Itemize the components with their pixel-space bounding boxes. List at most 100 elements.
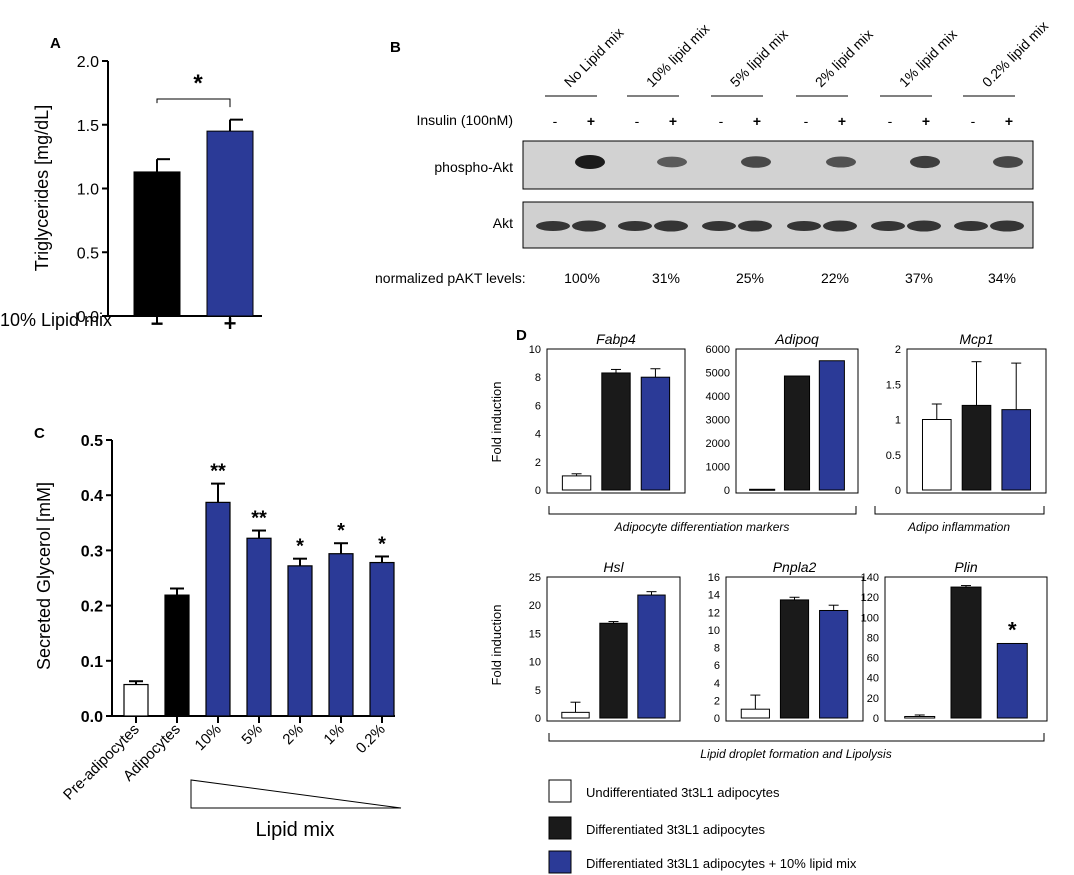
panel-d-bar: [740, 708, 770, 719]
insulin-minus: -: [888, 113, 893, 129]
normalized-value: 22%: [821, 270, 849, 286]
phospho-akt-band: [741, 156, 771, 168]
legend-label-differentiated: Differentiated 3t3L1 adipocytes: [586, 822, 765, 837]
panel-c-xlabel: Lipid mix: [256, 819, 335, 841]
akt-band: [738, 220, 772, 232]
akt-band: [823, 220, 857, 232]
panel-c-ytick-label: 0.1: [81, 654, 103, 671]
condition-label: 10% lipid mix: [643, 20, 713, 90]
panel-d-ytick-label: 6: [535, 400, 541, 412]
panel-c-category-label: 5%: [238, 721, 265, 748]
akt-band: [954, 221, 988, 231]
panel-d-ytick-label: 6000: [706, 344, 730, 356]
panel-d-subplot-frame: [546, 348, 686, 494]
group-lipid-droplet-label: Lipid droplet formation and Lipolysis: [700, 747, 891, 761]
phospho-akt-band: [657, 156, 687, 168]
panel-d-ytick-label: 12: [708, 607, 720, 619]
panel-d-ytick-label: 10: [529, 344, 541, 356]
panel-d-ytick-label: 100: [861, 612, 879, 624]
panel-a-ylabel: Triglycerides [mg/dL]: [32, 105, 52, 271]
phospho-akt-label: phospho-Akt: [434, 159, 513, 175]
akt-band: [907, 220, 941, 232]
condition-label: 0.2% lipid mix: [979, 18, 1051, 90]
panel-a-label: A: [50, 35, 61, 52]
panel-d-ytick-label: 10: [708, 625, 720, 637]
panel-d-bar: [818, 360, 845, 491]
insulin-plus: +: [669, 113, 677, 129]
panel-d-subplot-title: Plin: [954, 559, 978, 575]
panel-d-ytick-label: 8: [535, 372, 541, 384]
panel-d-ytick-label: 80: [867, 632, 879, 644]
panel-d-bar: [1001, 409, 1032, 491]
panel-c-significance: *: [337, 520, 345, 542]
panel-d-ytick-label: 0: [895, 485, 901, 497]
panel-d-subplot-frame: [906, 348, 1047, 494]
panel-a-ytick-label: 1.0: [77, 182, 99, 199]
phospho-akt-band: [826, 156, 856, 168]
panel-c-bar: [287, 565, 313, 717]
panel-d-ytick-label: 0: [535, 713, 541, 725]
panel-d-ytick-label: 2: [535, 457, 541, 469]
legend-label-lipid-mix: Differentiated 3t3L1 adipocytes + 10% li…: [586, 856, 857, 871]
panel-d-ytick-label: 1000: [706, 462, 730, 474]
panel-d-subplot-frame: [884, 576, 1048, 722]
panel-d-subplot-frame: [546, 576, 681, 722]
panel-a-bar: [133, 171, 181, 317]
condition-label: 2% lipid mix: [812, 26, 876, 90]
panel-d-ytick-label: 20: [529, 600, 541, 612]
panel-a-significance-bracket: [156, 98, 231, 108]
panel-a-bar: [206, 130, 254, 317]
akt-band: [990, 220, 1024, 232]
panel-d-ytick-label: 25: [529, 572, 541, 584]
panel-a-ytick-label: 2.0: [77, 54, 99, 71]
panel-c-significance: *: [378, 533, 386, 555]
panel-d-ytick-label: 16: [708, 572, 720, 584]
panel-a-ytick-label: 0.0: [77, 309, 99, 326]
panel-c-ytick-label: 0.4: [81, 488, 103, 505]
panel-c-category-label: 2%: [279, 721, 306, 748]
panel-d-ytick-label: 1.5: [886, 379, 901, 391]
panel-d-ytick-label: 40: [867, 673, 879, 685]
panel-a-bars: [133, 98, 254, 317]
panel-d-ytick-label: 0: [873, 713, 879, 725]
panel-c-bars: *******: [123, 461, 395, 717]
panel-d-ytick-label: 60: [867, 653, 879, 665]
panel-d-ytick-label: 15: [529, 628, 541, 640]
panel-d-bar: [961, 404, 992, 491]
panel-d-bar: [561, 711, 590, 719]
akt-band: [654, 220, 688, 232]
panel-d-bar: [921, 419, 952, 491]
panel-d-ytick-label: 4: [714, 678, 720, 690]
insulin-plus: +: [922, 113, 930, 129]
panel-a-category-label: −: [151, 311, 164, 336]
panel-b-label: B: [390, 39, 401, 56]
insulin-plus: +: [753, 113, 761, 129]
bracket-differentiation: [548, 506, 857, 515]
akt-band: [787, 221, 821, 231]
panel-d-ytick-label: 0.5: [886, 450, 901, 462]
panel-d-ytick-label: 0: [714, 713, 720, 725]
panel-d-subplots: Fabp40246810Adipoq0100020003000400050006…: [529, 331, 1048, 725]
panel-c-label: C: [34, 425, 45, 442]
akt-band: [572, 220, 606, 232]
panel-d-bar: [599, 622, 628, 719]
panel-d-bar: [819, 609, 849, 719]
panel-d-ytick-label: 140: [861, 572, 879, 584]
legend-label-undifferentiated: Undifferentiated 3t3L1 adipocytes: [586, 785, 780, 800]
panel-a-ytick-label: 0.5: [77, 245, 99, 262]
insulin-plus: +: [587, 113, 595, 129]
panel-d-legend: Undifferentiated 3t3L1 adipocytes Differ…: [548, 779, 857, 874]
panel-c-significance: **: [251, 508, 267, 530]
panel-c-ytick-label: 0.2: [81, 599, 103, 616]
panel-d-ylabel-bottom: Fold induction: [489, 605, 504, 686]
insulin-minus: -: [635, 113, 640, 129]
insulin-minus: -: [971, 113, 976, 129]
normalized-value: 31%: [652, 270, 680, 286]
phospho-akt-blot: [522, 140, 1034, 190]
bracket-inflammation: [874, 506, 1045, 515]
condition-label: 5% lipid mix: [727, 26, 791, 90]
akt-label: Akt: [493, 215, 513, 231]
panel-c-bar: [205, 501, 231, 717]
panel-a-axis: 0.0 0.5 1.0 1.5 2.0 − +: [77, 54, 262, 336]
panel-a-xlabel: 10% Lipid mix: [0, 310, 112, 330]
